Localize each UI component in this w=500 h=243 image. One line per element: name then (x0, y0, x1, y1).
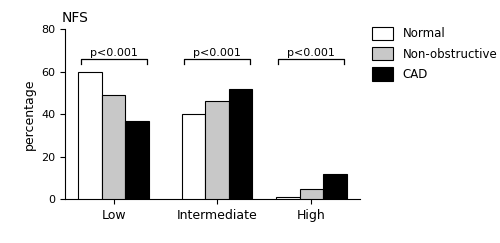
Bar (206, 102, 229, 199)
Y-axis label: percentage: percentage (22, 78, 36, 150)
Bar (323, 174, 346, 199)
Bar (102, 95, 126, 199)
Bar (182, 114, 206, 199)
Legend: Normal, Non-obstructive, CAD: Normal, Non-obstructive, CAD (372, 26, 497, 81)
Bar (78, 72, 102, 199)
Text: p<0.001: p<0.001 (288, 48, 335, 58)
Text: p<0.001: p<0.001 (90, 48, 138, 58)
Bar (126, 121, 149, 199)
Bar (300, 189, 323, 199)
Text: NFS: NFS (62, 11, 89, 25)
Bar (276, 197, 299, 199)
Text: p<0.001: p<0.001 (194, 48, 241, 58)
Bar (229, 89, 252, 199)
